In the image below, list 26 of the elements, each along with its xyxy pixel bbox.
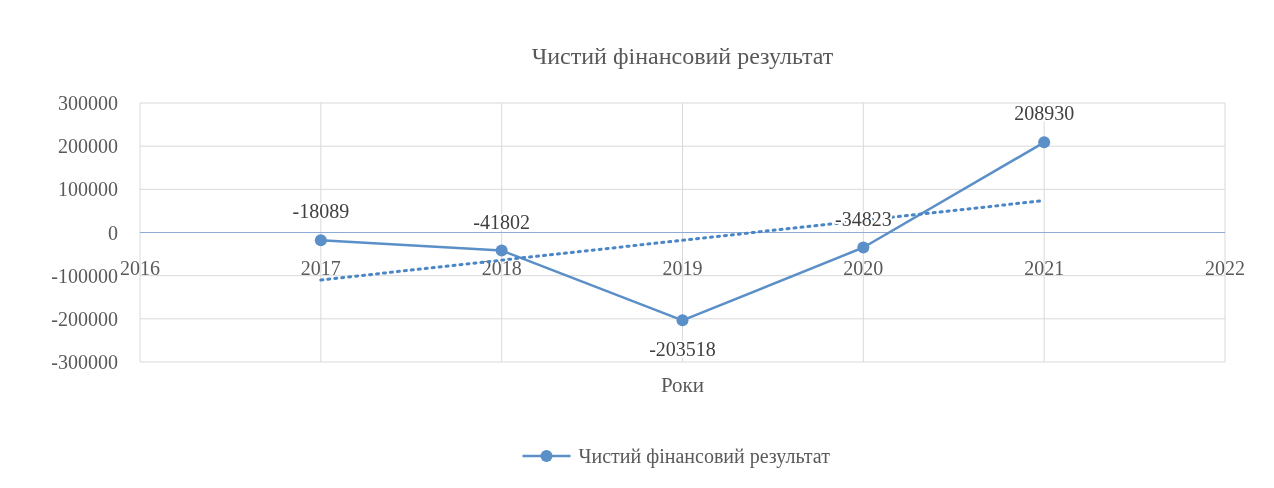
point bbox=[314, 234, 327, 247]
data-label: -41802 bbox=[473, 210, 530, 233]
chart-title: Чистий фінансовий результат bbox=[531, 43, 834, 69]
data-label: -203518 bbox=[649, 338, 716, 361]
point bbox=[1038, 136, 1051, 149]
point bbox=[676, 314, 689, 327]
x-tick-label: 2021 bbox=[1024, 256, 1065, 279]
x-tick-label: 2017 bbox=[300, 256, 341, 279]
point bbox=[857, 241, 870, 254]
x-tick-label: 2019 bbox=[662, 256, 703, 279]
x-tick-label: 2020 bbox=[843, 256, 884, 279]
y-tick-label: 300000 bbox=[58, 92, 118, 114]
data-label: -18089 bbox=[292, 200, 350, 223]
data-label: 208930 bbox=[1014, 102, 1075, 125]
x-tick-label: 2022 bbox=[1205, 256, 1245, 279]
x-tick-label: 2018 bbox=[481, 256, 522, 279]
x-tick-label: 2016 bbox=[120, 256, 160, 279]
point bbox=[495, 244, 508, 257]
y-tick-label: 100000 bbox=[58, 178, 118, 201]
x-axis-title: Роки bbox=[660, 373, 705, 397]
y-tick-label: 0 bbox=[108, 221, 118, 244]
y-tick-label: 200000 bbox=[58, 135, 118, 158]
y-tick-label: -300000 bbox=[51, 351, 118, 373]
y-tick-label: -100000 bbox=[51, 264, 118, 287]
legend-label: Чистий фінансовий результат bbox=[578, 445, 831, 468]
y-tick-label: -200000 bbox=[51, 307, 118, 330]
